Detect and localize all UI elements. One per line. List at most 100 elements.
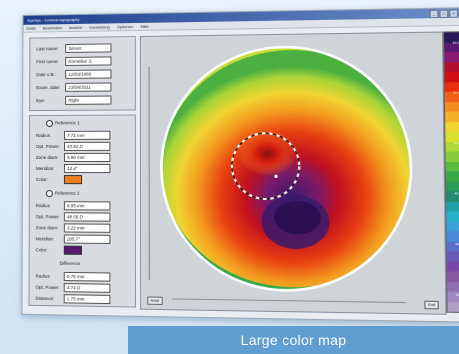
close-button[interactable]: × — [449, 9, 458, 17]
reference-2-header: Reference 2 — [46, 190, 80, 197]
scale-segment — [446, 221, 459, 231]
row-label: Color: — [36, 177, 64, 182]
scale-segment — [447, 261, 459, 271]
scale-segment — [447, 231, 459, 241]
scale-segment — [447, 281, 459, 291]
ref2-meridian-field[interactable]: 205.7° — [64, 234, 111, 244]
scale-segment — [447, 251, 459, 261]
row-label: Meridian: — [36, 166, 64, 171]
ref1-row: Radius 7.71 mm — [36, 131, 110, 140]
scale-segment — [445, 102, 459, 112]
menu-item-file[interactable]: Datei — [26, 26, 35, 31]
application-window: EyeSys - Corneal topography _ □ × Datei … — [21, 7, 459, 322]
scale-segment — [446, 181, 459, 191]
ref2-radius-field[interactable]: 6.95 mm — [64, 201, 111, 210]
scale-segment — [444, 62, 459, 72]
ref1-row: Opt. Power: 43.82 D — [36, 142, 110, 151]
scale-segment — [446, 211, 459, 221]
radio-icon[interactable] — [46, 190, 53, 197]
scale-label: 37.00 — [448, 91, 459, 95]
diff-row: Opt. Power: 4.74 D — [36, 283, 111, 293]
row-label: Radius — [36, 274, 64, 279]
section-title: Difference — [60, 261, 81, 266]
ref2-row: Color: — [36, 245, 82, 255]
scale-label: 45.00 — [449, 191, 459, 195]
row-label: Radius — [36, 133, 64, 138]
scale-segment — [446, 201, 459, 211]
menu-item-display[interactable]: Darstellung — [89, 24, 109, 29]
patient-row: Date o.B.: 12/03/1958 — [36, 69, 112, 79]
section-title: Reference 1 — [55, 120, 80, 125]
menu-item-options[interactable]: Optionen — [117, 24, 133, 29]
row-label: Color: — [36, 247, 64, 252]
pupil-center-marker — [274, 175, 277, 178]
ref1-meridian-field[interactable]: 13.4° — [64, 164, 110, 173]
patient-row: Last name: Simon — [36, 43, 111, 53]
minimize-button[interactable]: _ — [430, 10, 439, 18]
diff-radius-field: 0.76 mm — [64, 272, 111, 282]
patient-row-label: Last name: — [36, 46, 64, 51]
menu-item-view[interactable]: Ansicht — [69, 25, 82, 30]
diff-distance-field: 1.75 mm — [64, 294, 111, 304]
diff-power-field: 4.74 D — [64, 283, 111, 293]
ref2-power-field[interactable]: 48.56 D — [64, 212, 111, 221]
scale-label: 33.00 — [447, 41, 459, 45]
first-name-field[interactable]: Kornelius S. — [65, 56, 111, 66]
row-label: Zone diam: — [36, 225, 64, 230]
row-label: Opt. Power: — [36, 144, 64, 149]
difference-header: Difference — [60, 261, 81, 266]
patient-row-label: First name: — [36, 59, 64, 64]
patient-row-label: Date o.B.: — [36, 72, 64, 77]
scale-segment — [447, 271, 459, 281]
ref1-color-swatch[interactable] — [64, 175, 82, 184]
color-contours — [141, 33, 446, 314]
ref1-zone-field[interactable]: 5.90 mm — [64, 153, 110, 162]
row-label: Opt. Power: — [36, 285, 64, 290]
scale-label: 53.00 — [451, 293, 459, 297]
window-title: EyeSys - Corneal topography — [27, 17, 79, 23]
section-title: Reference 2 — [55, 191, 80, 196]
axial-button[interactable]: Axial — [147, 296, 162, 304]
color-scale-legend: 33.00 37.00 41.00 45.00 49.00 53.00 — [443, 31, 459, 313]
last-name-field[interactable]: Simon — [65, 43, 111, 53]
row-label: Distance: — [36, 296, 64, 302]
exam-date-field[interactable]: 23/04/2011 — [65, 82, 111, 91]
diff-row: Radius 0.76 mm — [36, 272, 111, 282]
patient-row: Eye: Right — [36, 96, 112, 106]
birthdate-field[interactable]: 12/03/1958 — [65, 69, 111, 78]
ref2-row: Zone diam: 3.22 mm — [36, 223, 111, 233]
scale-segment — [446, 151, 459, 161]
maximize-button[interactable]: □ — [439, 10, 448, 18]
ref2-zone-field[interactable]: 3.22 mm — [64, 223, 111, 232]
ref1-row: Color: — [36, 175, 82, 184]
radio-icon[interactable] — [46, 120, 53, 127]
topography-map[interactable] — [141, 33, 446, 314]
reference-1-header: Reference 1 — [46, 120, 80, 127]
ref2-color-swatch[interactable] — [64, 246, 82, 255]
menu-item-edit[interactable]: Bearbeiten — [43, 25, 62, 30]
ref1-radius-field[interactable]: 7.71 mm — [64, 131, 110, 140]
patient-row: Exam. date: 23/04/2011 — [36, 82, 112, 92]
patient-row: First name: Kornelius S. — [36, 56, 111, 66]
scale-segment — [445, 112, 459, 122]
row-label: Zone diam: — [36, 155, 64, 160]
ref1-row: Zone diam: 5.90 mm — [36, 153, 110, 162]
eye-field[interactable]: Right — [65, 96, 111, 105]
patient-info-panel: Last name: Simon First name: Kornelius S… — [29, 36, 136, 111]
diff-row: Distance: 1.75 mm — [36, 294, 111, 304]
exit-button[interactable]: Exit — [425, 301, 439, 310]
ref1-row: Meridian: 13.4° — [36, 164, 111, 173]
ref2-row: Radius 6.95 mm — [36, 201, 111, 210]
scale-label: 41.00 — [449, 141, 459, 145]
menu-item-help[interactable]: Hilfe — [141, 24, 149, 29]
row-label: Radius — [36, 203, 64, 208]
color-map-view[interactable]: Axial Exit — [140, 31, 447, 314]
sphere-calculation-panel: Reference 1 Radius 7.71 mm Opt. Power: 43.… — [28, 114, 135, 307]
patient-row-label: Exam. date: — [36, 85, 64, 90]
scale-segment — [445, 122, 459, 132]
row-label: Meridian: — [36, 236, 64, 241]
patient-row-label: Eye: — [36, 98, 64, 103]
caption-banner: Large color map — [128, 326, 459, 354]
ref1-power-field[interactable]: 43.82 D — [64, 142, 110, 151]
scale-segment — [446, 161, 459, 171]
